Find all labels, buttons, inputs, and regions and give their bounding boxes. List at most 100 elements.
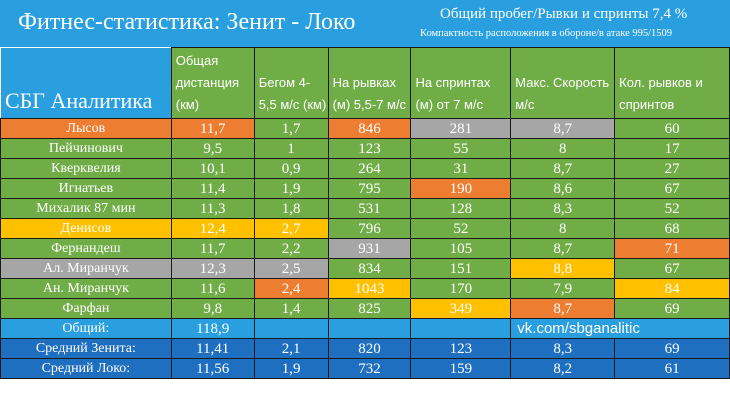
stat-cell: 2,2 (253, 238, 329, 259)
average-label: Средний Зенита: (0, 338, 172, 359)
subtitle-mileage: Общий пробег/Рывки и спринты 7,4 % (440, 6, 688, 22)
player-name: Михалик 87 мин (0, 198, 172, 219)
table-row: Ал. Миранчук 12,3 2,5 834 151 8,8 67 (0, 258, 730, 279)
stat-cell: 846 (327, 118, 412, 139)
table-row: Игнатьев 11,4 1,9 795 190 8,6 67 (0, 178, 730, 199)
stat-cell: 11,7 (170, 118, 255, 139)
stat-cell: 55 (410, 138, 512, 159)
stat-cell: 8,7 (510, 298, 616, 319)
stat-cell: 834 (327, 258, 412, 279)
stat-cell: 190 (410, 178, 512, 199)
stat-cell: 825 (327, 298, 412, 319)
stat-cell: 8,3 (510, 198, 616, 219)
subtitle-compactness: Компактность расположения в обороне/в ат… (420, 28, 673, 39)
brand-label: СБГ Аналитика (5, 88, 153, 113)
stat-cell: 2,5 (253, 258, 329, 279)
stat-cell: 67 (614, 258, 730, 279)
stat-cell: 1043 (327, 278, 412, 299)
table-row: Фарфан 9,8 1,4 825 349 8,7 69 (0, 298, 730, 319)
average-cell: 820 (327, 338, 412, 359)
total-label: Общий: (0, 318, 172, 339)
stat-cell: 349 (410, 298, 512, 319)
stat-cell: 27 (614, 158, 730, 179)
player-name: Кверквелия (0, 158, 172, 179)
table-row: Денисов 12,4 2,7 796 52 8 68 (0, 218, 730, 239)
stat-cell: 8,8 (510, 258, 616, 279)
col-header-running: Бегом 4-5,5 м/с (км) (253, 47, 329, 119)
stat-cell: 795 (327, 178, 412, 199)
average-label: Средний Локо: (0, 358, 172, 379)
average-cell: 2,1 (253, 338, 329, 359)
col-header-dashes: На рывках (м) 5,5-7 м/с (327, 47, 412, 119)
empty-cell (327, 318, 412, 339)
stat-cell: 67 (614, 178, 730, 199)
stat-cell: 52 (614, 198, 730, 219)
stat-cell: 8,7 (510, 118, 616, 139)
stat-cell: 12,4 (170, 218, 255, 239)
average-cell: 1,9 (253, 358, 329, 379)
average-cell: 732 (327, 358, 412, 379)
stat-cell: 11,7 (170, 238, 255, 259)
col-header-sprints: На спринтах (м) от 7 м/с (410, 47, 512, 119)
stat-cell: 8,7 (510, 158, 616, 179)
stat-cell: 31 (410, 158, 512, 179)
stat-cell: 1,9 (253, 178, 329, 199)
col-header-distance: Общая дистанция (км) (170, 47, 255, 119)
col-header-max-speed: Макс. Скорость м/с (510, 47, 616, 119)
stat-cell: 11,3 (170, 198, 255, 219)
empty-cell (253, 318, 329, 339)
stat-cell: 931 (327, 238, 412, 259)
stat-cell: 60 (614, 118, 730, 139)
average-cell: 159 (410, 358, 512, 379)
stat-cell: 10,1 (170, 158, 255, 179)
stat-cell: 281 (410, 118, 512, 139)
stat-cell: 2,4 (253, 278, 329, 299)
stat-cell: 0,9 (253, 158, 329, 179)
player-name: Фарфан (0, 298, 172, 319)
stat-cell: 151 (410, 258, 512, 279)
header-corner (0, 47, 172, 119)
stat-cell: 11,6 (170, 278, 255, 299)
vk-link[interactable]: vk.com/sbganalitic (510, 318, 730, 339)
average-cell: 8,3 (510, 338, 616, 359)
player-name: Ан. Миранчук (0, 278, 172, 299)
total-row: Общий: 118,9 vk.com/sbganalitic (0, 318, 730, 339)
player-name: Денисов (0, 218, 172, 239)
average-cell: 11,56 (170, 358, 255, 379)
stat-cell: 9,8 (170, 298, 255, 319)
stat-cell: 1,4 (253, 298, 329, 319)
stat-cell: 1 (253, 138, 329, 159)
col-header-count: Кол. рывков и спринтов (614, 47, 730, 119)
table-row: Ан. Миранчук 11,6 2,4 1043 170 7,9 84 (0, 278, 730, 299)
stat-cell: 84 (614, 278, 730, 299)
table-row: Фернандеш 11,7 2,2 931 105 8,7 71 (0, 238, 730, 259)
stat-cell: 11,4 (170, 178, 255, 199)
stat-cell: 8 (510, 138, 616, 159)
average-cell: 69 (614, 338, 730, 359)
total-value: 118,9 (170, 318, 255, 339)
player-name: Игнатьев (0, 178, 172, 199)
stat-cell: 8,7 (510, 238, 616, 259)
stat-cell: 52 (410, 218, 512, 239)
header-row: Общая дистанция (км) Бегом 4-5,5 м/с (км… (0, 47, 730, 119)
stat-cell: 7,9 (510, 278, 616, 299)
average-cell: 123 (410, 338, 512, 359)
table-row: Михалик 87 мин 11,3 1,8 531 128 8,3 52 (0, 198, 730, 219)
header-bar (0, 0, 730, 47)
page-title: Фитнес-статистика: Зенит - Локо (18, 9, 356, 35)
stat-cell: 170 (410, 278, 512, 299)
average-row: Средний Локо: 11,56 1,9 732 159 8,2 61 (0, 358, 730, 379)
player-name: Лысов (0, 118, 172, 139)
player-name: Пейчинович (0, 138, 172, 159)
table-row: Пейчинович 9,5 1 123 55 8 17 (0, 138, 730, 159)
table-row: Кверквелия 10,1 0,9 264 31 8,7 27 (0, 158, 730, 179)
player-name: Ал. Миранчук (0, 258, 172, 279)
stats-table: Общая дистанция (км) Бегом 4-5,5 м/с (км… (0, 47, 730, 379)
stat-cell: 9,5 (170, 138, 255, 159)
stat-cell: 531 (327, 198, 412, 219)
stat-cell: 264 (327, 158, 412, 179)
stat-cell: 128 (410, 198, 512, 219)
average-cell: 8,2 (510, 358, 616, 379)
stat-cell: 12,3 (170, 258, 255, 279)
